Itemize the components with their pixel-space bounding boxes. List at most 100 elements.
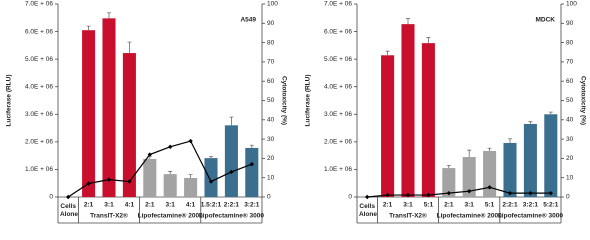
line-marker [249, 161, 254, 167]
bar [503, 142, 517, 197]
y-tick-label: 7.0E + 06 [324, 1, 352, 8]
bar [401, 24, 415, 198]
error-bar [548, 111, 553, 115]
y2-tick-label: 10 [267, 174, 275, 181]
x-tick-label: 3:2:1 [523, 202, 539, 209]
group-label: Lipofectamine® 2000 [138, 212, 204, 220]
y-tick-label: 6.0E + 06 [324, 28, 352, 35]
chart-title: A549 [240, 17, 256, 24]
line-marker [168, 144, 173, 150]
line-marker [426, 192, 431, 198]
x-tick-label: 4:1 [186, 202, 196, 209]
y-tick-label: 4.0E + 06 [25, 83, 53, 90]
y-tick-label: 5.0E + 06 [324, 56, 352, 63]
y-tick-label: 1.0E + 06 [324, 166, 352, 173]
group-label: TransIT-X2® [389, 212, 427, 220]
x-tick-label: 3:1 [104, 202, 114, 209]
bar [245, 147, 259, 197]
x-tick-label: 2:1 [84, 202, 94, 209]
error-bar [446, 164, 451, 169]
error-bar [406, 18, 410, 25]
x-tick-label: 3:1 [165, 202, 175, 209]
bar [544, 114, 558, 197]
line-marker [365, 194, 370, 200]
y2-tick-label: 70 [566, 59, 574, 66]
y2-axis-label: Cytotoxicity (%) [579, 76, 586, 125]
error-bar [209, 156, 213, 159]
y-axis-label: Luciferase (RLU) [305, 74, 312, 126]
x-tick-label: 3:1 [464, 202, 474, 209]
line-marker [106, 177, 112, 182]
line-marker [66, 194, 71, 200]
x-tick-label: 3:2:1 [244, 202, 260, 209]
bar [102, 18, 116, 197]
line-marker [147, 152, 152, 157]
bar [184, 177, 198, 197]
y2-tick-label: 20 [566, 155, 574, 162]
error-bar [528, 121, 533, 124]
y2-tick-label: 100 [566, 1, 577, 8]
bar [442, 168, 456, 197]
group-label: Cells Alone [357, 203, 377, 218]
error-bar [249, 144, 254, 148]
line-marker [208, 179, 214, 184]
x-tick-label: 2:2:1 [502, 202, 518, 209]
y-tick-label: 3.0E + 06 [324, 111, 352, 118]
y2-tick-label: 0 [566, 194, 570, 201]
bar [204, 158, 218, 197]
y-tick-label: 5.0E + 06 [25, 56, 53, 63]
error-bar [426, 37, 431, 44]
x-tick-label: 2:1 [383, 202, 393, 209]
y2-tick-label: 10 [566, 174, 574, 181]
bar [523, 123, 537, 197]
y2-tick-label: 40 [566, 117, 574, 124]
y2-tick-label: 20 [267, 155, 275, 162]
x-tick-label: 4:1 [125, 202, 135, 209]
group-label: Cells Alone [58, 203, 78, 218]
line-marker [446, 190, 451, 196]
y2-tick-label: 30 [267, 136, 275, 143]
y2-tick-label: 30 [566, 136, 574, 143]
line-marker [86, 181, 91, 186]
bar [163, 174, 177, 197]
y-tick-label: 0 [348, 194, 352, 201]
y2-tick-label: 50 [267, 97, 275, 104]
x-tick-label: 5:1 [424, 202, 434, 209]
group-label: Lipofectamine® 3000 [199, 212, 265, 220]
y2-tick-label: 0 [267, 194, 271, 201]
x-tick-label: 1.5:2:1 [201, 202, 222, 209]
y2-tick-label: 70 [267, 59, 275, 66]
bar [381, 55, 395, 198]
bar [122, 53, 136, 197]
bar [462, 157, 476, 197]
group-label: Lipofectamine® 3000 [498, 212, 564, 220]
bar [421, 43, 435, 197]
y-tick-label: 4.0E + 06 [324, 83, 352, 90]
y-tick-label: 6.0E + 06 [25, 28, 53, 35]
line-marker [188, 138, 193, 144]
line-marker [229, 169, 234, 175]
x-tick-label: 2:1 [145, 202, 155, 209]
line-marker [467, 189, 472, 194]
x-tick-label: 5:1 [485, 202, 495, 209]
error-bar [385, 50, 390, 56]
x-tick-label: 3:1 [403, 202, 413, 209]
line-marker [385, 192, 390, 198]
line [367, 186, 551, 198]
y2-tick-label: 100 [267, 1, 278, 8]
bar [82, 30, 96, 198]
line [67, 140, 253, 198]
chart-title: MDCK [536, 17, 556, 24]
error-bar [229, 116, 234, 126]
error-bar [467, 149, 472, 158]
line-marker [487, 185, 492, 190]
error-bar [508, 138, 512, 143]
group-label: TransIT-X2® [90, 212, 128, 220]
y2-axis-label: Cytotoxicity (%) [280, 76, 287, 125]
error-bar [188, 174, 193, 178]
y2-tick-label: 40 [267, 117, 275, 124]
error-bar [487, 147, 492, 151]
line-marker [528, 190, 533, 196]
group-label: Lipofectamine® 2000 [437, 212, 503, 220]
y-tick-label: 0 [49, 194, 53, 201]
